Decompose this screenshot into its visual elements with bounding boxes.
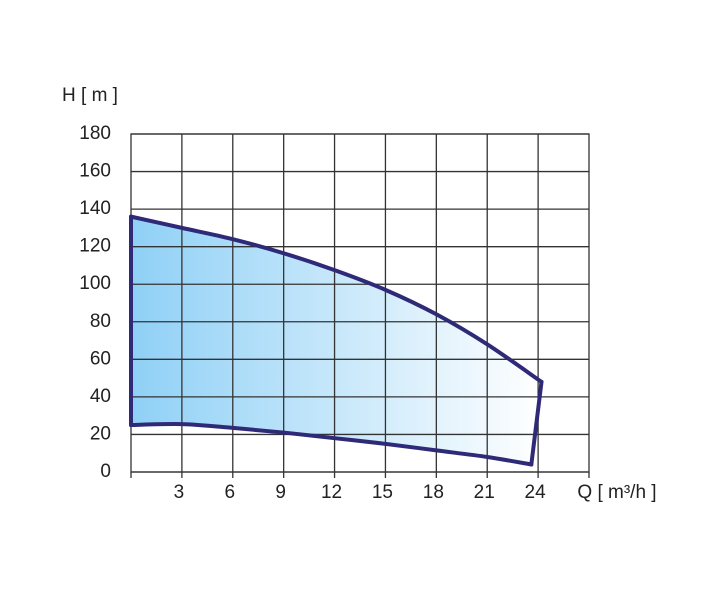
curve	[129, 422, 534, 467]
y-tick-label: 60	[90, 348, 111, 369]
y-tick-label: 120	[79, 236, 111, 257]
y-tick-label: 20	[90, 423, 111, 444]
x-tick-label: 3	[174, 482, 185, 503]
x-axis-label: Q [ m³/h ]	[577, 482, 656, 503]
envelope-area	[131, 216, 542, 465]
y-tick-label: 0	[100, 461, 111, 482]
x-tick-label: 21	[474, 482, 495, 503]
y-tick-label: 40	[90, 386, 111, 407]
y-tick-label: 140	[79, 198, 111, 219]
y-tick-label: 100	[79, 273, 111, 294]
x-tick-label: 15	[372, 482, 393, 503]
x-tick-label: 9	[275, 482, 286, 503]
y-axis-label: H [ m ]	[62, 85, 118, 106]
y-tick-label: 160	[79, 161, 111, 182]
y-tick-label: 80	[90, 311, 111, 332]
y-tick-label: 180	[79, 123, 111, 144]
envelope-edge	[529, 379, 544, 467]
curve	[129, 214, 544, 384]
x-tick-label: 6	[224, 482, 235, 503]
x-tick-label: 18	[423, 482, 444, 503]
x-tick-label: 12	[321, 482, 342, 503]
x-tick-label: 24	[525, 482, 547, 503]
